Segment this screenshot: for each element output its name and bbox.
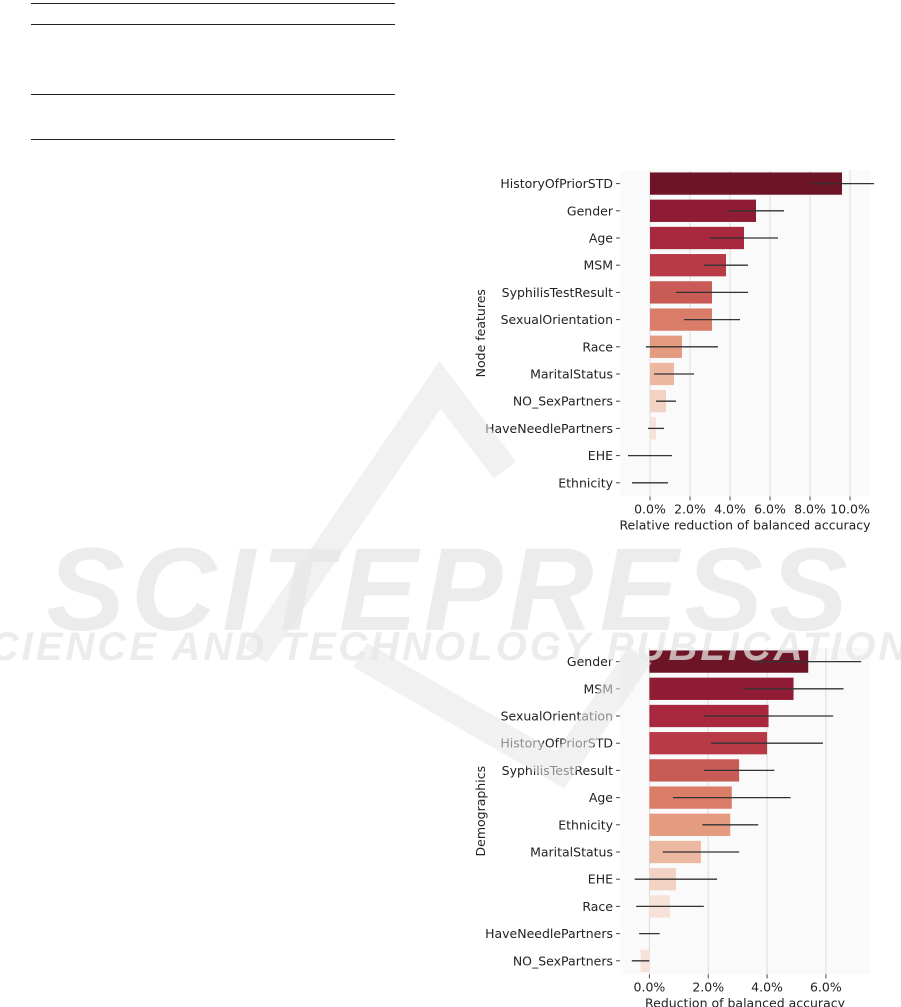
x-tick-label: 8.0% — [794, 501, 826, 516]
watermark-arrow-shape — [243, 361, 517, 663]
category-label: EHE — [588, 448, 613, 463]
x-axis-label: Reduction of balanced accuracy — [645, 995, 846, 1007]
category-label: SexualOrientation — [501, 312, 613, 327]
plot-area — [620, 648, 870, 975]
x-tick-label: 6.0% — [810, 979, 842, 994]
bar — [649, 677, 794, 700]
x-tick-label: 4.0% — [714, 501, 746, 516]
bar — [650, 226, 744, 250]
bar — [649, 813, 731, 836]
category-label: MaritalStatus — [530, 367, 613, 382]
category-label: NO_SexPartners — [513, 953, 613, 968]
category-label: Age — [589, 790, 613, 805]
x-tick-label: 2.0% — [692, 979, 724, 994]
x-tick-label: 2.0% — [674, 501, 706, 516]
table-header-rule — [31, 24, 395, 25]
y-axis-label: Demographics — [473, 766, 488, 857]
x-tick-label: 0.0% — [634, 501, 666, 516]
x-axis-label: Relative reduction of balanced accuracy — [619, 517, 871, 532]
bar — [650, 172, 842, 195]
category-label: SexualOrientation — [501, 709, 613, 724]
bar — [649, 732, 768, 755]
category-label: HistoryOfPriorSTD — [500, 736, 613, 751]
category-label: Ethnicity — [558, 475, 613, 490]
category-label: Age — [589, 231, 613, 246]
category-label: NO_SexPartners — [513, 394, 613, 409]
category-label: HistoryOfPriorSTD — [500, 176, 613, 191]
table-bottom-rule — [31, 139, 395, 140]
category-label: MaritalStatus — [530, 845, 613, 860]
category-label: MSM — [583, 681, 613, 696]
category-label: MSM — [583, 258, 613, 273]
bar — [649, 759, 740, 782]
bar — [650, 254, 726, 277]
bar — [650, 308, 712, 331]
category-label: Ethnicity — [558, 817, 613, 832]
table-mid-rule — [31, 94, 395, 95]
category-label: SyphilisTestResult — [502, 285, 613, 300]
category-label: HaveNeedlePartners — [485, 421, 613, 436]
category-label: HaveNeedlePartners — [485, 926, 613, 941]
node-features-chart: 0.0% 2.0% 4.0% 6.0% 8.0% 10.0% HistoryOfPriorS… — [473, 170, 874, 532]
x-tick-label: 4.0% — [751, 979, 783, 994]
x-tick-label: 10.0% — [830, 501, 870, 516]
y-axis-label: Node features — [473, 289, 488, 377]
category-label: Race — [582, 899, 613, 914]
bar — [649, 650, 809, 673]
bar — [650, 199, 756, 222]
category-label: Race — [582, 339, 613, 354]
category-label: SyphilisTestResult — [502, 763, 613, 778]
x-tick-label: 6.0% — [754, 501, 786, 516]
demographics-chart: 0.0% 2.0% 4.0% 6.0% Gender MSM SexualOrientati… — [473, 648, 870, 1007]
category-label: EHE — [588, 872, 613, 887]
table-top-rule — [31, 3, 395, 4]
x-tick-label: 0.0% — [634, 979, 666, 994]
category-label: Gender — [567, 654, 614, 669]
plot-area — [620, 170, 870, 497]
category-label: Gender — [567, 203, 614, 218]
